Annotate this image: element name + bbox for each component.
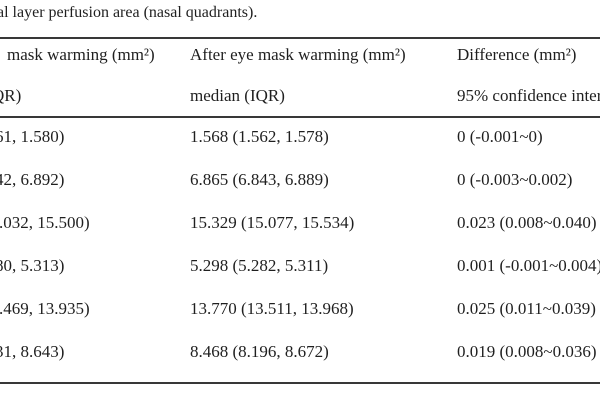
cell-before-value: .469, 13.935) — [0, 299, 90, 318]
table-header-rule — [0, 116, 600, 118]
cell-difference-value: 0.001 (-0.001~0.004) — [457, 256, 600, 275]
cell-before-value: 80, 5.313) — [0, 256, 65, 275]
cell-after-value: 13.770 (13.511, 13.968) — [190, 299, 354, 318]
table-caption: al layer perfusion area (nasal quadrants… — [0, 4, 258, 21]
cell-difference-value: 0.023 (0.008~0.040) — [457, 213, 597, 232]
header-before-warming: mask warming (mm²) — [7, 45, 155, 64]
cell-after-value: 1.568 (1.562, 1.578) — [190, 127, 329, 146]
cell-difference-value: 0 (-0.003~0.002) — [457, 170, 573, 189]
cell-difference-value: 0.019 (0.008~0.036) — [457, 342, 597, 361]
header-before-median-iqr: QR) — [0, 86, 22, 105]
cell-after-value: 15.329 (15.077, 15.534) — [190, 213, 355, 232]
header-confidence-interval: 95% confidence inter — [457, 86, 600, 105]
cell-after-value: 5.298 (5.282, 5.311) — [190, 256, 329, 275]
cell-before-value: 31, 8.643) — [0, 342, 65, 361]
cell-after-value: 6.865 (6.843, 6.889) — [190, 170, 329, 189]
cell-difference-value: 0.025 (0.011~0.039) — [457, 299, 596, 318]
table-bottom-rule — [0, 382, 600, 384]
cell-before-value: 61, 1.580) — [0, 127, 65, 146]
cell-after-value: 8.468 (8.196, 8.672) — [190, 342, 329, 361]
header-after-median-iqr: median (IQR) — [190, 86, 285, 105]
header-after-warming: After eye mask warming (mm²) — [190, 45, 406, 64]
table-top-rule — [0, 37, 600, 39]
header-difference: Difference (mm²) — [457, 45, 577, 64]
cell-before-value: .032, 15.500) — [0, 213, 90, 232]
cell-difference-value: 0 (-0.001~0) — [457, 127, 543, 146]
cell-before-value: 42, 6.892) — [0, 170, 65, 189]
